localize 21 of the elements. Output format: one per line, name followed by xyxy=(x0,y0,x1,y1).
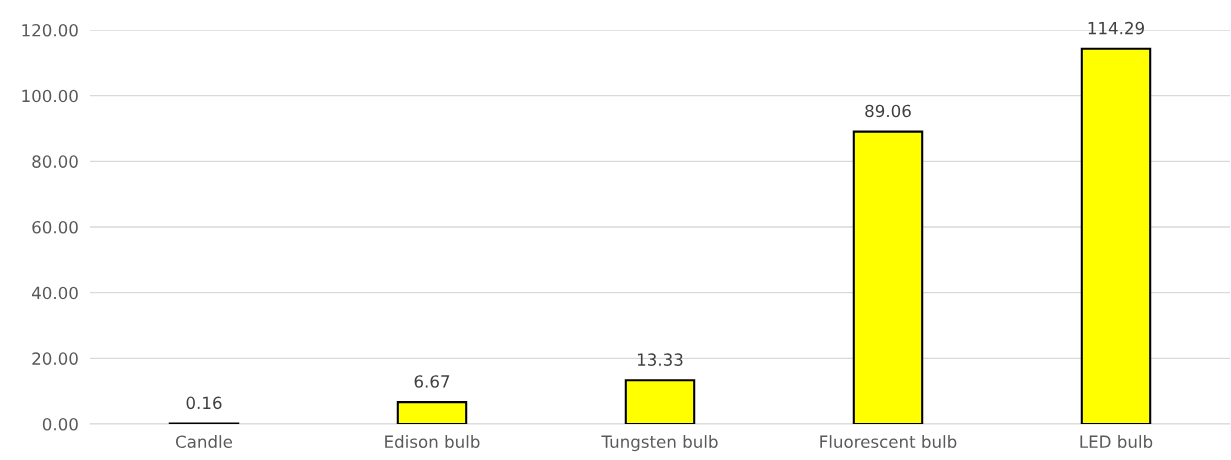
x-tick-label: Candle xyxy=(175,435,233,449)
y-tick-label: 0.00 xyxy=(42,417,78,431)
y-tick-label: 60.00 xyxy=(32,220,78,234)
x-tick-label: Edison bulb xyxy=(385,435,480,449)
x-tick-label: LED bulb xyxy=(1080,435,1153,449)
y-tick-label: 100.00 xyxy=(22,89,78,103)
x-tick-label: Fluorescent bulb xyxy=(820,435,957,449)
data-label: 13.33 xyxy=(637,353,683,366)
x-tick-label: Tungsten bulb xyxy=(601,435,718,452)
y-tick-label: 80.00 xyxy=(32,155,78,168)
y-tick-label: 120.00 xyxy=(22,23,78,37)
data-label: 0.16 xyxy=(186,396,222,410)
data-label: 6.67 xyxy=(414,375,450,388)
bar xyxy=(624,379,696,424)
bar xyxy=(396,401,468,424)
bar xyxy=(1080,47,1152,424)
bar xyxy=(852,130,924,424)
data-label: 114.29 xyxy=(1088,21,1144,35)
data-label: 89.06 xyxy=(865,104,911,118)
y-tick-label: 20.00 xyxy=(32,352,78,365)
y-tick-label: 40.00 xyxy=(31,286,78,300)
